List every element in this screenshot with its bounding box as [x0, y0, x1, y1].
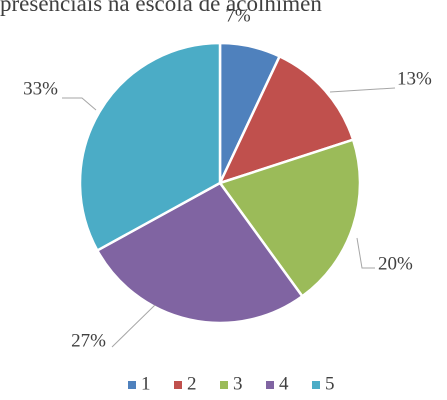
legend-label: 2: [187, 373, 197, 394]
leader-line: [111, 304, 156, 348]
legend-label: 3: [233, 373, 243, 394]
data-label: 33%: [23, 78, 58, 99]
leader-line: [62, 97, 97, 111]
legend-marker: [174, 381, 182, 389]
leader-line: [356, 237, 375, 269]
pie-slice: [217, 54, 355, 186]
data-label: 7%: [225, 5, 251, 26]
legend-marker: [266, 381, 274, 389]
legend-marker: [312, 381, 320, 389]
legend-marker: [220, 381, 228, 389]
data-label: 27%: [71, 330, 106, 351]
legend-marker: [128, 381, 136, 389]
chart-title: presenciais na escola de acolhimen: [0, 0, 322, 16]
legend-label: 4: [279, 373, 289, 394]
legend-label: 1: [141, 373, 151, 394]
legend-label: 5: [325, 373, 335, 394]
data-label: 13%: [397, 68, 432, 89]
pie-slice: [95, 181, 305, 325]
pie-slice: [78, 41, 222, 253]
data-label: 20%: [378, 253, 413, 274]
pie-slice: [217, 138, 362, 299]
leader-line: [329, 87, 396, 93]
